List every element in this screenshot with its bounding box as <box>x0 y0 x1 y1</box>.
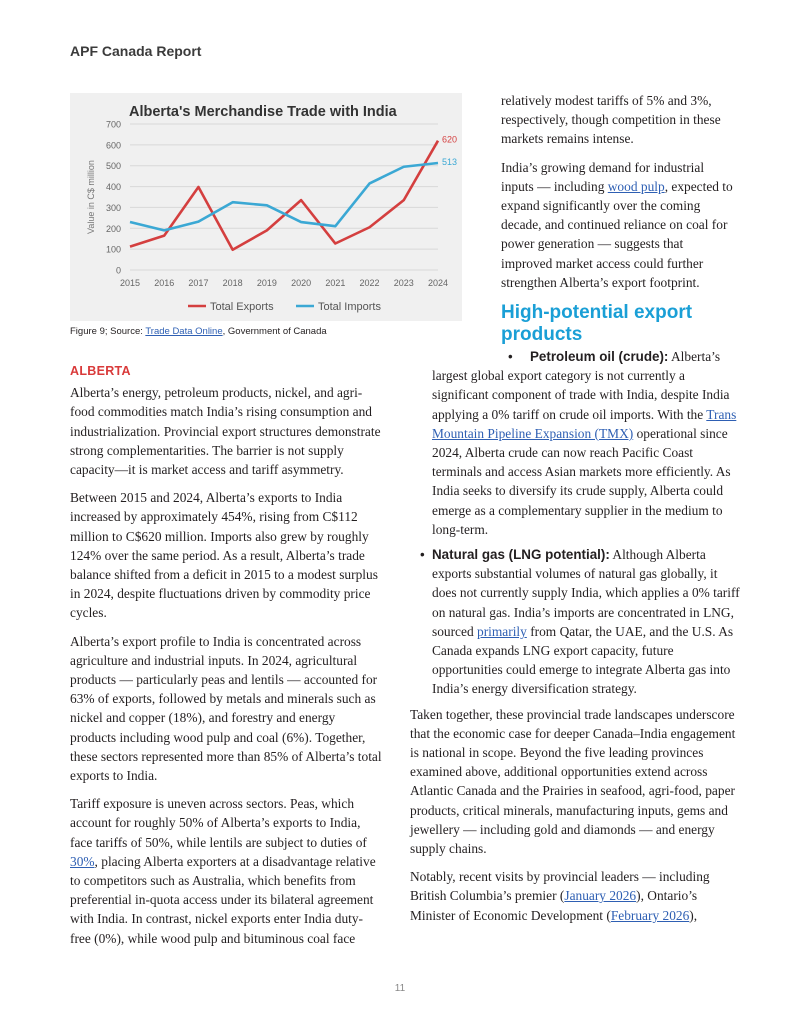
chart-title: Alberta's Merchandise Trade with India <box>129 104 398 120</box>
chart-svg: Alberta's Merchandise Trade with India 0 1… <box>86 104 457 313</box>
paragraph: Taken together, these provincial trade l… <box>410 706 736 857</box>
y-tick-label: 300 <box>106 203 121 213</box>
paragraph: relatively modest tariffs of 5% and 3%, … <box>501 93 721 147</box>
right-column-top: relatively modest tariffs of 5% and 3%, … <box>501 91 737 301</box>
text: , expected to expand significantly over … <box>501 178 733 290</box>
page-number: 11 <box>394 983 406 994</box>
text: Notably, recent visits by provincial lea… <box>410 869 710 904</box>
text: , placing Alberta exporters at a disadva… <box>70 853 376 946</box>
bullet-title: Petroleum oil (crude): <box>530 349 669 364</box>
legend-label: Total Exports <box>210 301 274 313</box>
x-tick-label: 2023 <box>394 278 414 288</box>
text: ), Ontario’s Minister of Economic Develo… <box>410 888 698 923</box>
text: Tariff exposure is uneven across sectors… <box>70 796 367 850</box>
y-tick-label: 500 <box>106 161 121 171</box>
trade-data-online-link[interactable]: Trade Data Online <box>145 326 223 337</box>
data-label: 513 <box>442 157 457 167</box>
text: Alberta’s largest global export category… <box>432 349 730 422</box>
bullet-item-petroleum: • Petroleum oil (crude): Alberta’s large… <box>410 347 740 539</box>
data-label: 620 <box>442 135 457 145</box>
paragraph: Between 2015 and 2024, Alberta’s exports… <box>70 490 378 621</box>
paragraph: Alberta’s energy, petroleum products, ni… <box>70 385 381 478</box>
trade-chart: Alberta's Merchandise Trade with India 0 1… <box>70 93 462 321</box>
january-2026-link[interactable]: January 2026 <box>564 888 637 904</box>
series-line-exports <box>129 140 440 252</box>
y-tick-label: 700 <box>106 120 121 130</box>
legend-label: Total Imports <box>318 301 381 313</box>
report-header: APF Canada Report <box>70 43 202 59</box>
figure-caption: Figure 9; Source: Trade Data Online, Gov… <box>70 326 327 337</box>
text: from Qatar, the UAE, and the U.S. As Can… <box>432 623 734 697</box>
x-tick-label: 2024 <box>428 278 448 288</box>
section-subheading: High-potential export products <box>501 302 693 345</box>
caption-prefix: Figure 9; Source: <box>70 326 146 337</box>
paragraph: India’s growing demand for industrial in… <box>501 158 737 292</box>
paragraph: Alberta’s export profile to India is con… <box>70 633 382 784</box>
x-tick-label: 2021 <box>325 278 345 288</box>
tmx-link[interactable]: Trans Mountain Pipeline Expansion (TMX) <box>432 406 737 441</box>
bullet-dot: • <box>420 547 425 563</box>
paragraph: Notably, recent visits by provincial lea… <box>410 867 740 925</box>
y-tick-label: 400 <box>106 182 121 192</box>
section-heading-alberta: ALBERTA <box>70 364 131 378</box>
tariff-30-link[interactable]: 30% <box>70 853 95 869</box>
x-tick-label: 2016 <box>154 278 174 288</box>
text: ), <box>689 907 698 923</box>
text: Although Alberta exports substantial vol… <box>432 547 740 639</box>
series-line-imports <box>129 161 439 232</box>
y-axis-label: Value in C$ million <box>86 160 96 234</box>
x-tick-label: 2015 <box>120 278 140 288</box>
x-tick-label: 2017 <box>188 278 208 288</box>
paragraph: Tariff exposure is uneven across sectors… <box>70 794 382 948</box>
wood-pulp-link[interactable]: wood pulp <box>607 178 665 194</box>
text: operational since 2024, Alberta crude ca… <box>432 425 731 537</box>
bullet-title: Natural gas (LNG potential): <box>432 547 610 563</box>
x-tick-label: 2019 <box>257 278 277 288</box>
primarily-link[interactable]: primarily <box>477 623 527 639</box>
y-tick-label: 100 <box>106 245 121 255</box>
text: India’s growing demand for industrial in… <box>501 159 705 194</box>
february-2026-link[interactable]: February 2026 <box>610 907 690 923</box>
bullet-item-natural-gas: • Natural gas (LNG potential): Although … <box>410 545 740 699</box>
y-tick-label: 200 <box>106 224 121 234</box>
bullet-dot: • <box>508 349 513 364</box>
x-tick-label: 2020 <box>291 278 311 288</box>
left-column: ALBERTA Alberta’s energy, petroleum prod… <box>70 362 382 957</box>
x-tick-label: 2022 <box>360 278 380 288</box>
y-tick-label: 600 <box>106 140 121 150</box>
y-tick-label: 0 <box>116 266 121 276</box>
right-column: • Petroleum oil (crude): Alberta’s large… <box>410 347 740 934</box>
caption-suffix: , Government of Canada <box>222 326 327 337</box>
x-tick-label: 2018 <box>223 278 243 288</box>
